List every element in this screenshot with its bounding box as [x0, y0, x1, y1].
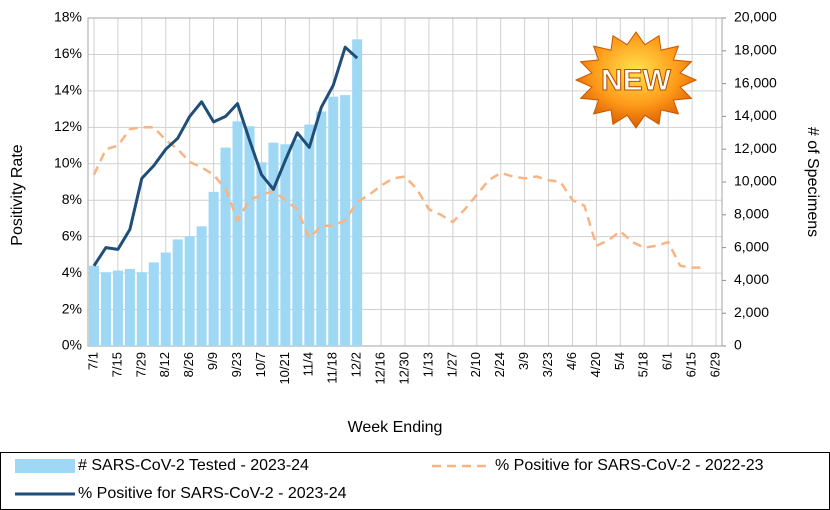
y-tick-label: 18%	[54, 9, 82, 25]
bar	[208, 191, 219, 346]
y2-tick-label: 10,000	[734, 173, 777, 189]
y-tick-label: 10%	[54, 154, 82, 170]
x-tick-label: 5/18	[636, 352, 651, 377]
y-tick-label: 14%	[54, 82, 82, 98]
bar	[268, 142, 279, 346]
y2-tick-label: 0	[734, 337, 742, 353]
bar	[160, 252, 171, 346]
x-tick-label: 3/23	[540, 352, 555, 377]
bar	[256, 162, 267, 346]
x-tick-label: 11/18	[325, 352, 340, 384]
bar	[100, 272, 111, 346]
x-tick-label: 8/26	[181, 352, 196, 377]
bar	[220, 147, 231, 346]
y2-tick-label: 14,000	[734, 107, 777, 123]
line	[92, 45, 359, 267]
bar	[328, 96, 339, 346]
x-tick-label: 7/1	[85, 352, 100, 370]
y2-tick-label: 16,000	[734, 74, 777, 90]
bar	[136, 272, 147, 346]
bar	[232, 121, 243, 346]
x-tick-label: 2/10	[468, 352, 483, 377]
y2-tick-label: 6,000	[734, 238, 769, 254]
bar	[292, 139, 303, 346]
y2-tick-label: 2,000	[734, 304, 769, 320]
x-tick-label: 9/23	[229, 352, 244, 377]
y-axis-title: Positivity Rate	[9, 144, 26, 245]
x-axis-title: Week Ending	[348, 419, 443, 436]
bar	[88, 265, 100, 346]
x-tick-label: 3/9	[516, 352, 531, 370]
x-tick-label: 10/21	[277, 352, 292, 385]
y2-axis-title: # of Specimens	[804, 127, 821, 237]
badge-burst	[574, 31, 698, 129]
legend-label: % Positive for SARS-CoV-2 - 2022-23	[495, 457, 764, 474]
y-tick-label: 12%	[54, 118, 82, 134]
x-tick-label: 2/24	[492, 352, 507, 377]
x-tick-label: 4/20	[588, 352, 603, 377]
legend-box	[0, 452, 830, 510]
badge: NEW	[574, 31, 698, 129]
legend-swatch	[15, 459, 75, 473]
legend-label: # SARS-CoV-2 Tested - 2023-24	[78, 457, 309, 474]
x-tick-label: 7/29	[133, 352, 148, 377]
bar	[112, 270, 123, 346]
bar	[244, 126, 255, 347]
legend: # SARS-CoV-2 Tested - 2023-24 % Positive …	[15, 457, 764, 502]
y-tick-label: 16%	[54, 45, 82, 61]
x-tick-label: 6/29	[707, 352, 722, 377]
y-tick-label: 8%	[62, 191, 82, 207]
x-tick-label: 6/1	[660, 352, 675, 370]
x-tick-label: 7/15	[109, 352, 124, 377]
x-tick-label: 11/4	[301, 352, 316, 376]
line	[92, 126, 705, 269]
y-tick-label: 6%	[62, 227, 82, 243]
y2-tick-label: 20,000	[734, 9, 777, 25]
y2-tick-label: 8,000	[734, 206, 769, 222]
bar	[316, 111, 327, 346]
y2-tick-label: 12,000	[734, 140, 777, 156]
bar	[172, 239, 183, 346]
x-tick-label: 4/6	[564, 352, 579, 370]
x-tick-label: 1/13	[420, 352, 435, 377]
plot-border	[87, 17, 723, 347]
y2-tick-label: 18,000	[734, 42, 777, 58]
plot-area: 0% 2% 4% 6% 8% 10% 12% 14% 16% 18% 0 2,000 4,000 6,00…	[54, 9, 777, 385]
y-tick-label: 2%	[62, 300, 82, 316]
x-tick-label: 10/7	[253, 352, 268, 377]
x-tick-label: 5/4	[612, 352, 627, 370]
y-tick-label: 0%	[62, 337, 82, 353]
x-tick-label: 9/9	[205, 352, 220, 370]
y-tick-label: 4%	[62, 264, 82, 280]
bar	[196, 226, 207, 346]
x-tick-label: 12/16	[373, 352, 388, 385]
bar	[184, 236, 195, 346]
x-tick-label: 8/12	[157, 352, 172, 377]
x-tick-label: 12/2	[349, 352, 364, 377]
legend-label: % Positive for SARS-CoV-2 - 2023-24	[78, 485, 347, 502]
bar	[124, 268, 135, 346]
x-tick-label: 12/30	[396, 352, 411, 385]
x-tick-label: 1/27	[444, 352, 459, 377]
badge-text: NEW	[601, 64, 672, 97]
y2-tick-label: 4,000	[734, 271, 769, 287]
x-tick-label: 6/15	[684, 352, 699, 377]
bar	[352, 39, 363, 346]
bar	[148, 262, 159, 346]
bar	[280, 144, 291, 346]
